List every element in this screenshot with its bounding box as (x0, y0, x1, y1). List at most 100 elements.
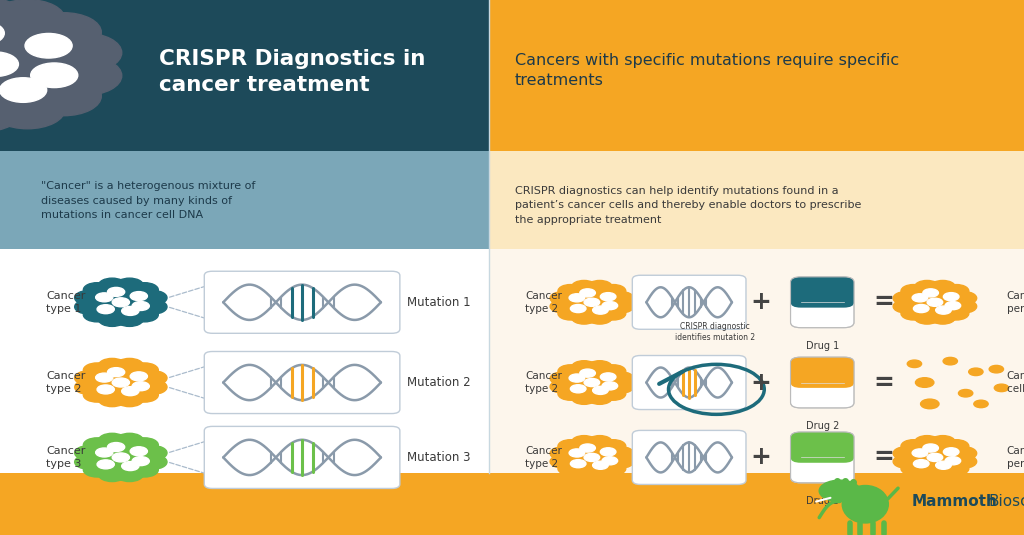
Text: Cancer
type 2: Cancer type 2 (525, 446, 562, 469)
Text: Cancer
type 2: Cancer type 2 (46, 371, 85, 394)
Circle shape (927, 298, 943, 307)
Circle shape (553, 362, 631, 403)
Circle shape (570, 385, 586, 393)
Circle shape (601, 440, 626, 453)
Circle shape (113, 298, 129, 307)
Circle shape (122, 307, 139, 316)
Circle shape (608, 447, 634, 460)
Circle shape (116, 278, 143, 293)
Circle shape (588, 311, 612, 324)
Circle shape (83, 308, 111, 322)
Circle shape (116, 433, 143, 448)
Circle shape (969, 368, 983, 376)
Circle shape (116, 467, 143, 482)
Circle shape (914, 435, 939, 449)
Circle shape (593, 386, 608, 394)
FancyBboxPatch shape (633, 275, 745, 329)
Circle shape (608, 455, 634, 468)
Circle shape (901, 307, 926, 320)
Circle shape (914, 311, 939, 324)
Circle shape (602, 457, 617, 465)
Ellipse shape (842, 486, 888, 523)
Circle shape (951, 455, 977, 468)
Circle shape (601, 365, 626, 378)
Circle shape (912, 449, 928, 457)
Circle shape (893, 447, 919, 460)
Text: Cancer
type 1: Cancer type 1 (46, 291, 85, 314)
FancyBboxPatch shape (791, 357, 854, 388)
Circle shape (0, 3, 113, 126)
Circle shape (31, 63, 78, 88)
Circle shape (584, 298, 600, 307)
Circle shape (550, 372, 575, 385)
Bar (489, 0, 1024, 151)
Circle shape (601, 462, 626, 475)
Circle shape (896, 282, 974, 323)
Circle shape (98, 467, 126, 482)
Text: Cancer
persists: Cancer persists (1007, 446, 1024, 469)
Circle shape (97, 305, 115, 314)
Circle shape (571, 280, 596, 294)
Circle shape (95, 448, 113, 457)
Circle shape (958, 389, 973, 397)
Circle shape (98, 433, 126, 448)
Circle shape (593, 306, 608, 314)
Circle shape (584, 453, 600, 462)
Text: Cancer
type 2: Cancer type 2 (525, 371, 562, 394)
Text: Mutation 1: Mutation 1 (407, 296, 471, 309)
Circle shape (98, 392, 126, 407)
Circle shape (951, 300, 977, 313)
Circle shape (896, 437, 974, 478)
Circle shape (83, 463, 111, 477)
Text: Cancers with specific mutations require specific
treatments: Cancers with specific mutations require … (515, 53, 899, 88)
Circle shape (0, 92, 22, 132)
Circle shape (927, 453, 943, 462)
Circle shape (951, 292, 977, 304)
Circle shape (78, 360, 164, 405)
Circle shape (108, 368, 125, 377)
Circle shape (944, 440, 969, 453)
FancyBboxPatch shape (204, 426, 399, 488)
Circle shape (130, 372, 147, 381)
Circle shape (570, 460, 586, 468)
FancyBboxPatch shape (791, 432, 854, 463)
Bar (0, 249, 489, 473)
Circle shape (931, 280, 955, 294)
Circle shape (130, 292, 147, 301)
Circle shape (600, 293, 615, 301)
Circle shape (931, 466, 955, 479)
Circle shape (571, 391, 596, 404)
FancyBboxPatch shape (791, 432, 854, 483)
Circle shape (893, 455, 919, 468)
Circle shape (901, 440, 926, 453)
Circle shape (593, 461, 608, 469)
Circle shape (584, 378, 600, 387)
Circle shape (113, 378, 129, 387)
Circle shape (989, 365, 1004, 373)
Circle shape (26, 77, 101, 116)
FancyBboxPatch shape (204, 271, 399, 333)
Text: Cancer
type 3: Cancer type 3 (46, 446, 85, 469)
Bar (0, 0, 489, 151)
Circle shape (943, 293, 958, 301)
Text: Mutation 2: Mutation 2 (407, 376, 471, 389)
Circle shape (951, 447, 977, 460)
Circle shape (588, 361, 612, 374)
Bar (0, 151, 489, 249)
Circle shape (139, 380, 167, 394)
Circle shape (550, 380, 575, 393)
Circle shape (139, 455, 167, 469)
Circle shape (83, 282, 111, 297)
Text: Biosciences: Biosciences (988, 494, 1024, 509)
Circle shape (936, 306, 951, 314)
Circle shape (907, 360, 922, 368)
Circle shape (944, 285, 969, 297)
Circle shape (0, 0, 66, 39)
Circle shape (601, 387, 626, 400)
Circle shape (550, 455, 575, 468)
Circle shape (601, 307, 626, 320)
Circle shape (901, 462, 926, 475)
Circle shape (95, 373, 113, 382)
Circle shape (558, 440, 583, 453)
Circle shape (75, 300, 102, 314)
